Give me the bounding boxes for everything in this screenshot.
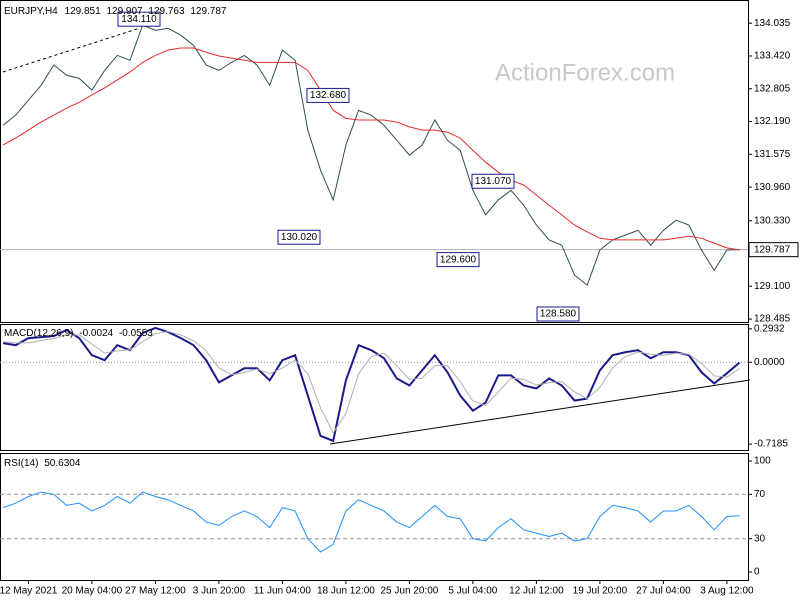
annotation-label: 129.600: [440, 254, 477, 265]
y-tick-label: 132.190: [754, 116, 791, 127]
indicator-name: MACD(12,26,9): [4, 328, 73, 339]
indicator-value: -0.0024: [79, 328, 113, 339]
x-tick-label: 25 Jun 20:00: [380, 586, 438, 597]
series-line: [2, 491, 740, 553]
y-tick-label: 133.420: [754, 51, 791, 62]
ohlc-value: 129.907: [106, 6, 143, 17]
annotation-box: [117, 11, 161, 27]
x-tick-label: 5 Jul 04:00: [448, 586, 497, 597]
series-line: [2, 330, 740, 434]
annotation-box: [306, 87, 350, 103]
annotation-label: 128.580: [540, 309, 577, 320]
rsi-panel: [0, 453, 749, 581]
ohlc-value: 129.851: [65, 6, 102, 17]
y-tick-label: 0: [754, 567, 760, 578]
macd-panel: [0, 324, 749, 451]
y-tick-label: 100: [754, 456, 771, 467]
x-tick-label: 11 Jun 04:00: [254, 586, 312, 597]
x-tick-label: 12 May 2021: [0, 586, 58, 597]
y-tick-label: 128.485: [754, 314, 791, 325]
y-tick-label: 134.035: [754, 18, 791, 29]
x-tick-label: 12 Jul 12:00: [509, 586, 564, 597]
x-tick-label: 3 Aug 12:00: [700, 586, 754, 597]
series-line: [2, 24, 740, 287]
price-panel: [0, 0, 749, 323]
y-tick-label: 130.330: [754, 215, 791, 226]
annotation-box: [436, 252, 480, 268]
y-tick-label: 132.805: [754, 83, 791, 94]
annotation-label: 132.680: [310, 90, 347, 101]
y-tick-label: -0.7185: [754, 439, 788, 450]
y-tick-label: 30: [754, 533, 766, 544]
ohlc-value: 129.763: [148, 6, 185, 17]
y-tick-label: 131.575: [754, 149, 791, 160]
y-tick-label: 129.100: [754, 281, 791, 292]
current-price-box: [748, 242, 799, 258]
ohlc-value: 129.787: [190, 6, 227, 17]
x-tick-label: 3 Jun 20:00: [193, 586, 246, 597]
indicator-value: -0.0553: [119, 328, 153, 339]
price-header: EURJPY,H4 129.851 129.907 129.763 129.78…: [4, 6, 227, 17]
series-line: [2, 47, 740, 251]
current-price-label: 129.787: [754, 244, 791, 255]
annotation-label: 134.110: [121, 14, 157, 25]
macd-header: MACD(12,26,9) -0.0024 -0.0553: [4, 328, 153, 339]
annotation-label: 131.070: [475, 176, 512, 187]
annotation-box: [277, 229, 321, 245]
annotation-box: [536, 306, 580, 322]
x-tick-label: 18 Jun 12:00: [317, 586, 375, 597]
x-tick-label: 27 May 12:00: [125, 586, 186, 597]
x-tick-label: 19 Jul 20:00: [573, 586, 628, 597]
y-tick-label: 0.2932: [754, 323, 785, 334]
y-tick-label: 0.0000: [754, 357, 785, 368]
x-tick-label: 20 May 04:00: [62, 586, 123, 597]
watermark: ActionForex.com: [495, 59, 675, 86]
y-tick-label: 130.960: [754, 182, 791, 193]
y-tick-label: 70: [754, 489, 766, 500]
indicator-value: 50.6304: [44, 458, 81, 469]
trend-line: [329, 379, 751, 445]
x-tick-label: 27 Jul 04:00: [636, 586, 691, 597]
rsi-header: RSI(14) 50.6304: [4, 458, 81, 469]
indicator-name: RSI(14): [4, 458, 38, 469]
annotation-box: [471, 173, 515, 189]
series-line: [2, 326, 741, 443]
annotation-label: 130.020: [281, 232, 318, 243]
symbol: EURJPY,H4: [4, 6, 58, 17]
